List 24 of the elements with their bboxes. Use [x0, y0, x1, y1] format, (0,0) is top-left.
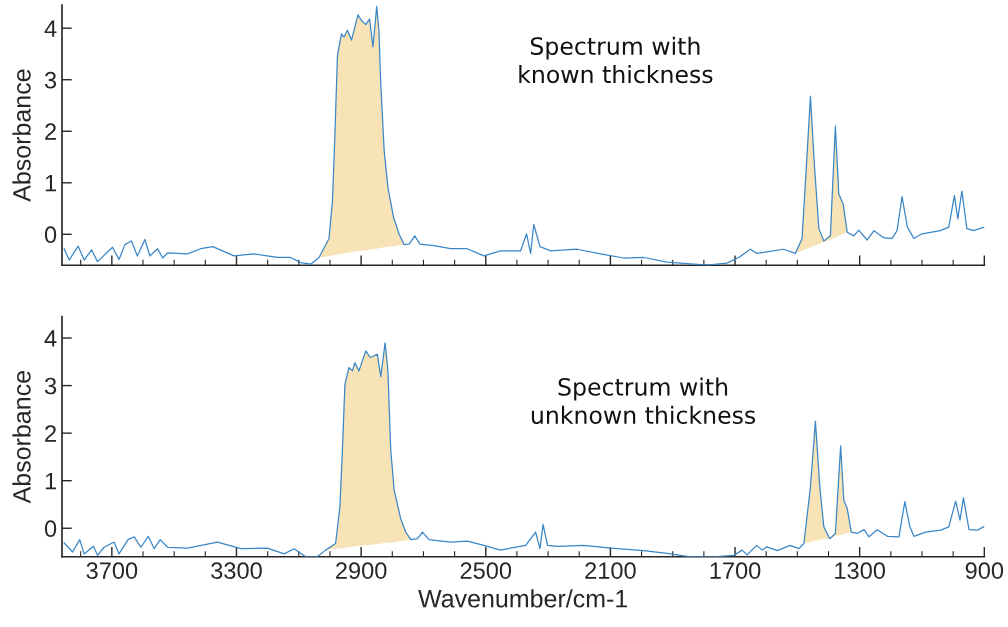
y-axis-title: Absorbance [12, 69, 31, 202]
y-tick-label: 2 [45, 123, 56, 140]
x-tick-label: 3700 [86, 562, 138, 579]
y-tick-label: 3 [44, 377, 57, 395]
line-series [63, 5, 985, 266]
x-tick-label: 2900 [336, 562, 387, 579]
x-tick-label: 2500 [460, 562, 512, 579]
y-tick-label: 3 [44, 71, 57, 89]
x-tick-label: 2100 [585, 562, 636, 579]
x-tick-label: 3300 [211, 562, 262, 579]
annotation: Spectrum with known thickness [519, 36, 713, 84]
y-tick-label: 1 [45, 473, 56, 490]
y-tick-label: 4 [44, 20, 57, 37]
y-axis-title: Absorbance [12, 371, 31, 504]
x-tick-label: 1700 [710, 562, 761, 579]
x-tick-label: 900 [965, 562, 1004, 579]
y-tick-label: 4 [44, 330, 57, 347]
y-tick-label: 0 [44, 520, 57, 538]
annotation: Spectrum with unknown thickness [531, 377, 756, 425]
y-tick-label: 1 [45, 175, 56, 192]
y-tick-label: 2 [45, 425, 56, 442]
x-axis-title: Wavenumber/cm-1 [418, 589, 628, 608]
x-tick-label: 1300 [835, 562, 886, 579]
y-tick-label: 0 [44, 226, 57, 244]
